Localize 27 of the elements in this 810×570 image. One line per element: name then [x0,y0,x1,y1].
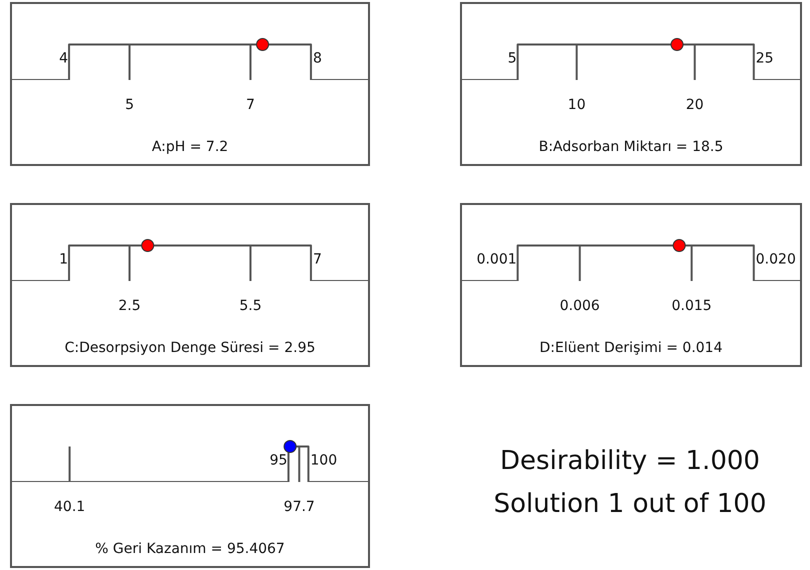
annotation: 4 [59,50,68,66]
x-tick-label: 7 [246,97,255,114]
x-tick-label: 0.006 [560,298,600,314]
x-axis-title: % Geri Kazanım = 95.4067 [95,541,285,558]
annotation: 1 [59,251,68,268]
x-tick-label: 5.5 [239,298,262,314]
annotation: 0.020 [756,251,796,268]
x-tick-label: 20 [686,97,704,114]
annotation: 5 [508,50,517,66]
annotation: 8 [312,50,322,66]
x-axis-title: C:Desorpsiyon Denge Süresi = 2.95 [64,340,316,356]
x-tick-label: 5 [125,97,134,114]
x-tick-label: 10 [568,97,586,114]
x-axis-title: A:pH = 7.2 [152,139,228,156]
x-tick-label: 40.1 [54,499,86,516]
annotation: 25 [756,50,774,66]
x-axis-title: B:Adsorban Miktarı = 18.5 [538,139,724,156]
x-tick-label: 0.015 [672,298,712,314]
text: Desirability = 1.000 [499,445,761,478]
x-axis-title: D:Elüent Derişimi = 0.014 [540,340,723,356]
annotation: 100 [310,452,338,468]
annotation: 95 [270,452,288,468]
text: Solution 1 out of 100 [492,488,768,521]
annotation: 7 [312,251,322,268]
x-tick-label: 97.7 [284,499,315,516]
x-tick-label: 2.5 [118,298,141,314]
annotation: 0.001 [476,251,517,268]
